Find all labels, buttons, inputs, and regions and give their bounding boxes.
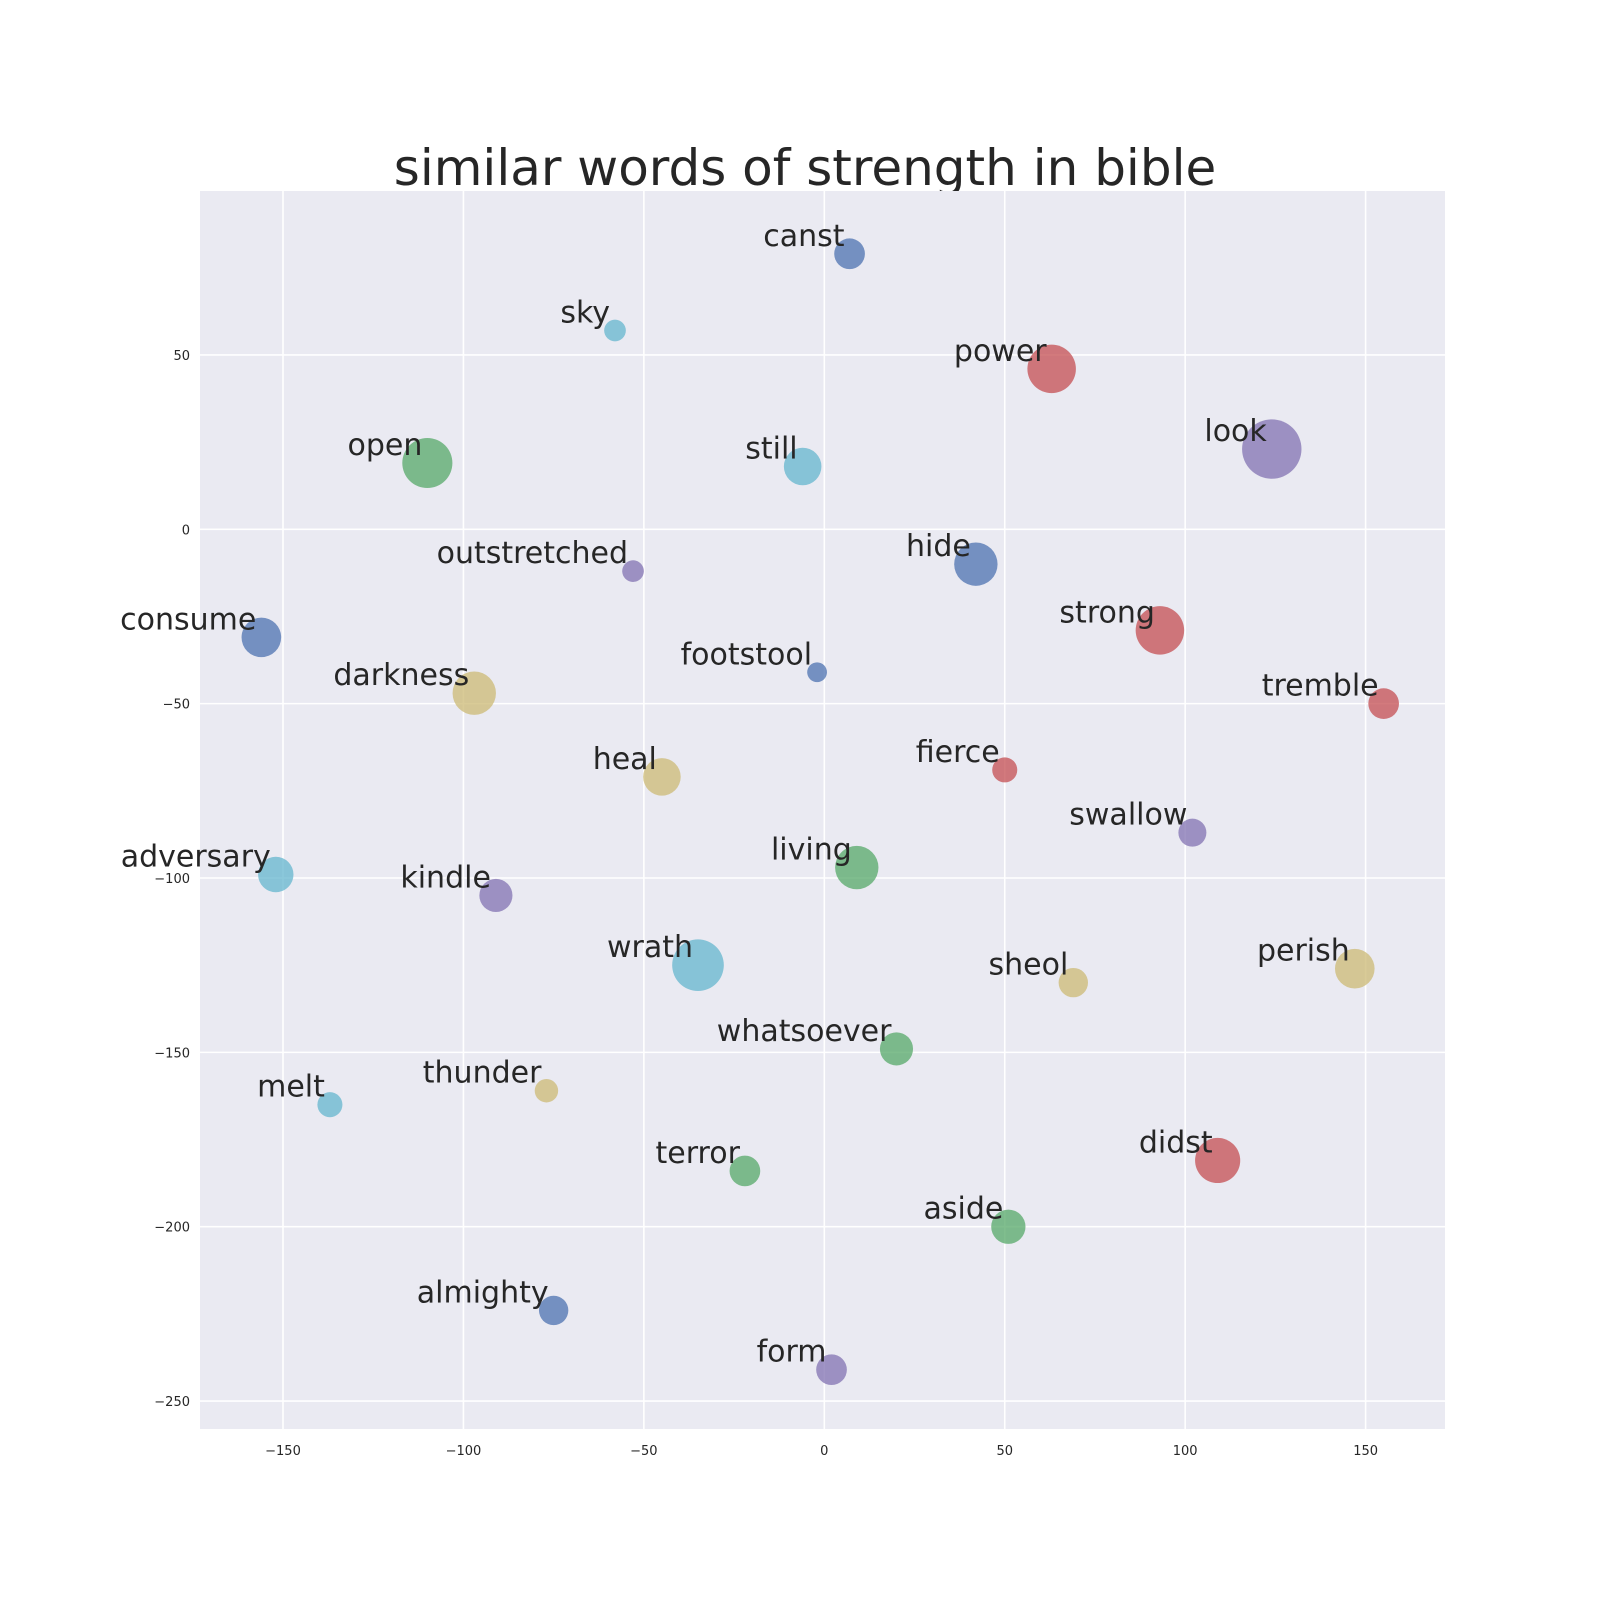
label-thunder: thunder <box>423 1056 542 1091</box>
plot-area <box>200 191 1445 1429</box>
point-darkness <box>452 671 496 715</box>
point-terror <box>729 1155 761 1187</box>
label-adversary: adversary <box>121 840 271 875</box>
y-tick-label: −150 <box>154 1046 190 1061</box>
label-open: open <box>347 428 422 463</box>
point-consume <box>241 617 282 658</box>
label-heal: heal <box>593 742 657 777</box>
point-canst <box>834 238 865 270</box>
y-tick-label: −200 <box>154 1221 190 1236</box>
y-tick-label: 0 <box>182 523 190 538</box>
label-sheol: sheol <box>989 948 1069 983</box>
point-almighty <box>538 1295 569 1326</box>
y-tick-label: −250 <box>154 1395 190 1410</box>
label-almighty: almighty <box>417 1275 549 1310</box>
label-living: living <box>771 833 852 868</box>
x-tick-label: −150 <box>265 1444 301 1459</box>
point-living <box>835 845 879 890</box>
point-aside <box>991 1209 1026 1244</box>
point-look <box>1242 419 1302 479</box>
label-tremble: tremble <box>1262 669 1379 704</box>
label-power: power <box>954 334 1047 369</box>
label-hide: hide <box>906 529 971 564</box>
point-adversary <box>258 856 294 893</box>
x-tick-label: 50 <box>996 1444 1013 1459</box>
label-kindle: kindle <box>400 860 491 895</box>
point-footstool <box>807 662 827 683</box>
point-sky <box>604 319 626 342</box>
point-thunder <box>534 1079 559 1103</box>
label-melt: melt <box>257 1070 325 1105</box>
point-open <box>402 437 453 489</box>
point-didst <box>1195 1137 1241 1184</box>
point-hide <box>954 542 998 586</box>
label-perish: perish <box>1257 934 1350 969</box>
x-tick-label: 150 <box>1353 1444 1378 1459</box>
point-sheol <box>1058 967 1088 998</box>
label-outstretched: outstretched <box>437 536 628 571</box>
point-wrath <box>672 939 724 992</box>
x-tick-label: −100 <box>446 1444 482 1459</box>
point-outstretched <box>622 560 644 582</box>
x-tick-label: −50 <box>630 1444 657 1459</box>
grid-lines <box>200 191 1445 1429</box>
label-didst: didst <box>1139 1125 1213 1160</box>
point-heal <box>643 758 681 796</box>
point-strong <box>1135 606 1185 655</box>
label-whatsoever: whatsoever <box>717 1014 892 1049</box>
label-fierce: fierce <box>916 735 1000 770</box>
x-tick-label: 100 <box>1173 1444 1198 1459</box>
label-consume: consume <box>120 602 256 637</box>
label-look: look <box>1204 414 1267 449</box>
label-swallow: swallow <box>1069 798 1187 833</box>
y-tick-label: −50 <box>163 698 190 713</box>
y-tick-label: 50 <box>173 349 190 364</box>
point-melt <box>317 1092 343 1118</box>
word-labels: canst sky power open still look outstretched hi… <box>120 219 1378 1370</box>
point-fierce <box>992 757 1018 783</box>
label-aside: aside <box>923 1192 1003 1227</box>
y-tick-label: −100 <box>154 872 190 887</box>
point-kindle <box>479 878 513 913</box>
point-tremble <box>1368 688 1399 719</box>
label-canst: canst <box>763 219 845 254</box>
label-sky: sky <box>560 295 610 330</box>
chart-title: similar words of strength in bible <box>394 139 1216 197</box>
label-footstool: footstool <box>681 637 812 672</box>
point-swallow <box>1178 818 1207 847</box>
data-points <box>241 238 1399 1386</box>
point-still <box>783 447 822 486</box>
label-strong: strong <box>1059 595 1154 630</box>
x-axis-ticks: −150 −100 −50 0 50 100 150 <box>265 1444 1378 1459</box>
label-still: still <box>745 431 797 466</box>
label-form: form <box>757 1335 827 1370</box>
point-form <box>816 1354 847 1386</box>
label-darkness: darkness <box>333 658 469 693</box>
point-power <box>1027 344 1076 394</box>
point-whatsoever <box>879 1032 914 1066</box>
label-terror: terror <box>656 1136 741 1171</box>
x-tick-label: 0 <box>820 1444 828 1459</box>
label-wrath: wrath <box>607 930 693 965</box>
y-axis-ticks: 50 0 −50 −100 −150 −200 −250 <box>154 349 190 1410</box>
point-perish <box>1334 948 1375 989</box>
